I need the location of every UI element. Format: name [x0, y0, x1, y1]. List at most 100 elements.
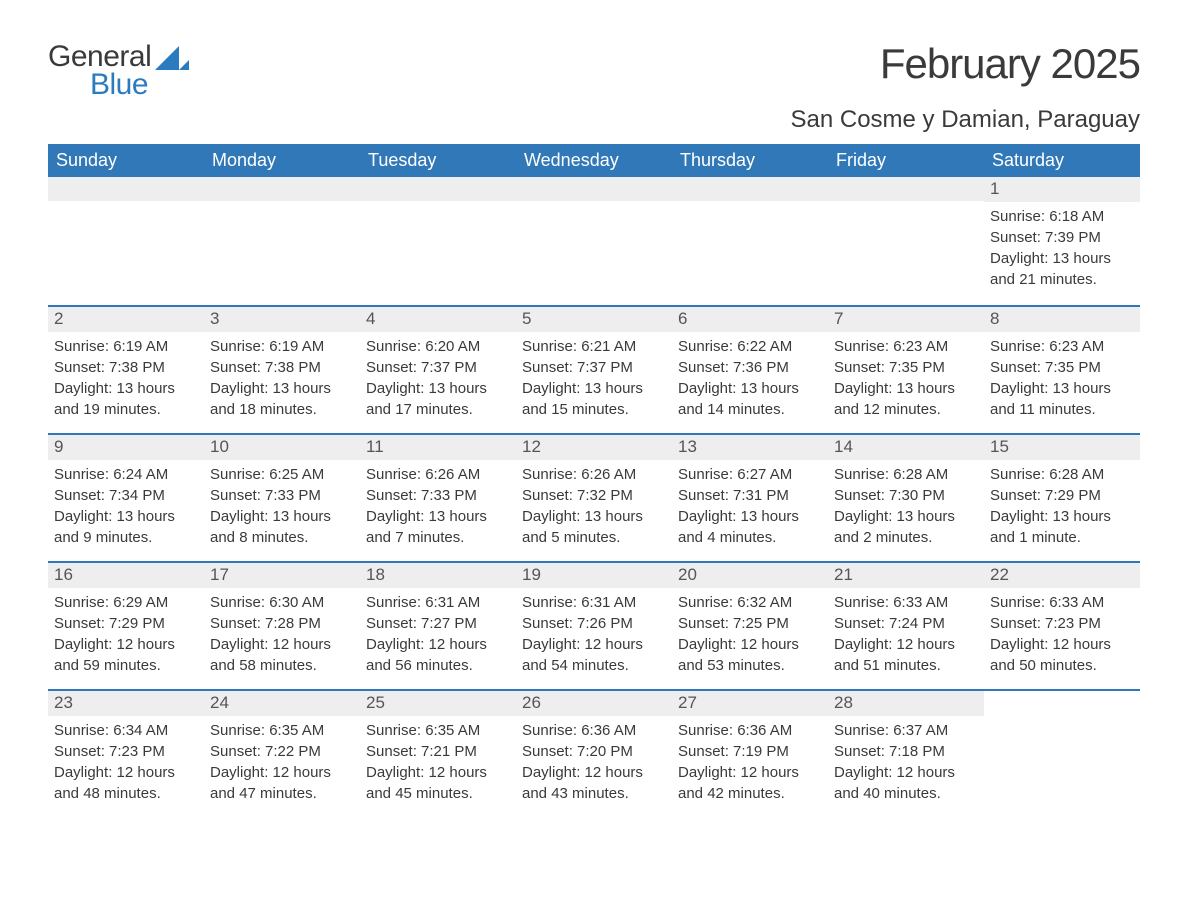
sunrise-text: Sunrise: 6:24 AM — [54, 464, 198, 485]
sunrise-text: Sunrise: 6:27 AM — [678, 464, 822, 485]
day-cell — [984, 691, 1140, 817]
empty-day-bar — [828, 177, 984, 201]
header-area: General Blue February 2025 San Cosme y D… — [48, 40, 1140, 134]
sunset-text: Sunset: 7:19 PM — [678, 741, 822, 762]
week-row: 1Sunrise: 6:18 AMSunset: 7:39 PMDaylight… — [48, 177, 1140, 305]
day-body: Sunrise: 6:19 AMSunset: 7:38 PMDaylight:… — [204, 332, 360, 430]
sunset-text: Sunset: 7:18 PM — [834, 741, 978, 762]
daylight-text: Daylight: 13 hours and 1 minute. — [990, 506, 1134, 548]
day-body: Sunrise: 6:22 AMSunset: 7:36 PMDaylight:… — [672, 332, 828, 430]
sunset-text: Sunset: 7:24 PM — [834, 613, 978, 634]
day-body: Sunrise: 6:23 AMSunset: 7:35 PMDaylight:… — [984, 332, 1140, 430]
day-body: Sunrise: 6:21 AMSunset: 7:37 PMDaylight:… — [516, 332, 672, 430]
sunrise-text: Sunrise: 6:23 AM — [990, 336, 1134, 357]
sunrise-text: Sunrise: 6:28 AM — [834, 464, 978, 485]
day-cell: 7Sunrise: 6:23 AMSunset: 7:35 PMDaylight… — [828, 307, 984, 433]
daylight-text: Daylight: 12 hours and 43 minutes. — [522, 762, 666, 804]
day-number: 2 — [48, 307, 204, 332]
day-number: 8 — [984, 307, 1140, 332]
day-cell: 12Sunrise: 6:26 AMSunset: 7:32 PMDayligh… — [516, 435, 672, 561]
daylight-text: Daylight: 13 hours and 18 minutes. — [210, 378, 354, 420]
day-cell: 15Sunrise: 6:28 AMSunset: 7:29 PMDayligh… — [984, 435, 1140, 561]
empty-day-bar — [672, 177, 828, 201]
sunset-text: Sunset: 7:28 PM — [210, 613, 354, 634]
day-body: Sunrise: 6:23 AMSunset: 7:35 PMDaylight:… — [828, 332, 984, 430]
day-cell: 10Sunrise: 6:25 AMSunset: 7:33 PMDayligh… — [204, 435, 360, 561]
logo-text-blue: Blue — [90, 68, 151, 102]
daylight-text: Daylight: 13 hours and 2 minutes. — [834, 506, 978, 548]
day-number: 17 — [204, 563, 360, 588]
sunrise-text: Sunrise: 6:29 AM — [54, 592, 198, 613]
day-cell — [204, 177, 360, 305]
day-cell: 17Sunrise: 6:30 AMSunset: 7:28 PMDayligh… — [204, 563, 360, 689]
sunrise-text: Sunrise: 6:35 AM — [210, 720, 354, 741]
week-row: 23Sunrise: 6:34 AMSunset: 7:23 PMDayligh… — [48, 689, 1140, 817]
sunrise-text: Sunrise: 6:21 AM — [522, 336, 666, 357]
day-number: 28 — [828, 691, 984, 716]
day-number: 14 — [828, 435, 984, 460]
day-body: Sunrise: 6:30 AMSunset: 7:28 PMDaylight:… — [204, 588, 360, 686]
day-body: Sunrise: 6:20 AMSunset: 7:37 PMDaylight:… — [360, 332, 516, 430]
sunset-text: Sunset: 7:23 PM — [990, 613, 1134, 634]
daylight-text: Daylight: 13 hours and 9 minutes. — [54, 506, 198, 548]
day-cell: 1Sunrise: 6:18 AMSunset: 7:39 PMDaylight… — [984, 177, 1140, 305]
sunrise-text: Sunrise: 6:26 AM — [366, 464, 510, 485]
month-title: February 2025 — [791, 40, 1141, 88]
day-body: Sunrise: 6:27 AMSunset: 7:31 PMDaylight:… — [672, 460, 828, 558]
sunrise-text: Sunrise: 6:33 AM — [834, 592, 978, 613]
daylight-text: Daylight: 13 hours and 5 minutes. — [522, 506, 666, 548]
day-number: 13 — [672, 435, 828, 460]
day-cell — [672, 177, 828, 305]
sunset-text: Sunset: 7:37 PM — [522, 357, 666, 378]
daylight-text: Daylight: 12 hours and 58 minutes. — [210, 634, 354, 676]
day-body: Sunrise: 6:33 AMSunset: 7:23 PMDaylight:… — [984, 588, 1140, 686]
weekday-header: Wednesday — [516, 144, 672, 177]
sunrise-text: Sunrise: 6:28 AM — [990, 464, 1134, 485]
daylight-text: Daylight: 12 hours and 50 minutes. — [990, 634, 1134, 676]
daylight-text: Daylight: 12 hours and 48 minutes. — [54, 762, 198, 804]
week-row: 9Sunrise: 6:24 AMSunset: 7:34 PMDaylight… — [48, 433, 1140, 561]
day-body: Sunrise: 6:32 AMSunset: 7:25 PMDaylight:… — [672, 588, 828, 686]
weekday-header-row: Sunday Monday Tuesday Wednesday Thursday… — [48, 144, 1140, 177]
sunset-text: Sunset: 7:31 PM — [678, 485, 822, 506]
day-number: 26 — [516, 691, 672, 716]
sunrise-text: Sunrise: 6:30 AM — [210, 592, 354, 613]
daylight-text: Daylight: 12 hours and 53 minutes. — [678, 634, 822, 676]
sunset-text: Sunset: 7:33 PM — [366, 485, 510, 506]
day-body: Sunrise: 6:29 AMSunset: 7:29 PMDaylight:… — [48, 588, 204, 686]
daylight-text: Daylight: 13 hours and 11 minutes. — [990, 378, 1134, 420]
calendar-table: Sunday Monday Tuesday Wednesday Thursday… — [48, 144, 1140, 817]
day-body: Sunrise: 6:34 AMSunset: 7:23 PMDaylight:… — [48, 716, 204, 814]
daylight-text: Daylight: 12 hours and 42 minutes. — [678, 762, 822, 804]
day-cell: 28Sunrise: 6:37 AMSunset: 7:18 PMDayligh… — [828, 691, 984, 817]
day-cell — [48, 177, 204, 305]
day-body: Sunrise: 6:36 AMSunset: 7:19 PMDaylight:… — [672, 716, 828, 814]
day-number: 6 — [672, 307, 828, 332]
day-body: Sunrise: 6:31 AMSunset: 7:27 PMDaylight:… — [360, 588, 516, 686]
sunrise-text: Sunrise: 6:37 AM — [834, 720, 978, 741]
day-number: 11 — [360, 435, 516, 460]
day-number: 23 — [48, 691, 204, 716]
day-cell: 13Sunrise: 6:27 AMSunset: 7:31 PMDayligh… — [672, 435, 828, 561]
day-cell: 27Sunrise: 6:36 AMSunset: 7:19 PMDayligh… — [672, 691, 828, 817]
day-body: Sunrise: 6:26 AMSunset: 7:32 PMDaylight:… — [516, 460, 672, 558]
sunrise-text: Sunrise: 6:35 AM — [366, 720, 510, 741]
sunrise-text: Sunrise: 6:31 AM — [522, 592, 666, 613]
daylight-text: Daylight: 12 hours and 51 minutes. — [834, 634, 978, 676]
title-area: February 2025 San Cosme y Damian, Paragu… — [791, 40, 1141, 134]
day-cell — [828, 177, 984, 305]
sunset-text: Sunset: 7:20 PM — [522, 741, 666, 762]
sunset-text: Sunset: 7:21 PM — [366, 741, 510, 762]
sunset-text: Sunset: 7:35 PM — [834, 357, 978, 378]
sunset-text: Sunset: 7:26 PM — [522, 613, 666, 634]
day-cell: 20Sunrise: 6:32 AMSunset: 7:25 PMDayligh… — [672, 563, 828, 689]
day-number: 5 — [516, 307, 672, 332]
sunrise-text: Sunrise: 6:19 AM — [210, 336, 354, 357]
sunrise-text: Sunrise: 6:23 AM — [834, 336, 978, 357]
sunrise-text: Sunrise: 6:18 AM — [990, 206, 1134, 227]
day-cell: 3Sunrise: 6:19 AMSunset: 7:38 PMDaylight… — [204, 307, 360, 433]
day-cell: 16Sunrise: 6:29 AMSunset: 7:29 PMDayligh… — [48, 563, 204, 689]
day-body: Sunrise: 6:36 AMSunset: 7:20 PMDaylight:… — [516, 716, 672, 814]
day-number: 1 — [984, 177, 1140, 202]
daylight-text: Daylight: 12 hours and 45 minutes. — [366, 762, 510, 804]
